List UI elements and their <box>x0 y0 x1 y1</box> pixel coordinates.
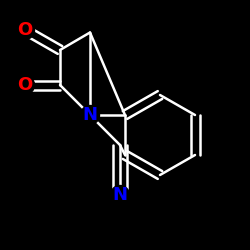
Text: O: O <box>18 21 32 39</box>
Circle shape <box>80 106 100 124</box>
Text: N: N <box>82 106 98 124</box>
Text: N: N <box>112 186 128 204</box>
Circle shape <box>110 186 130 204</box>
Circle shape <box>16 20 34 40</box>
Circle shape <box>16 76 34 94</box>
Text: O: O <box>18 76 32 94</box>
